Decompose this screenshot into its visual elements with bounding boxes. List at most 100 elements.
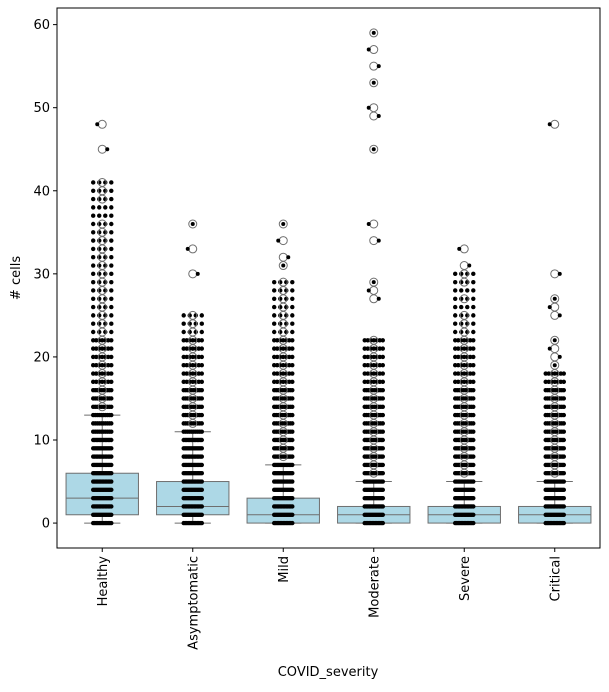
strip-point [380,495,385,501]
y-axis: 0 10 20 30 40 50 60 [33,18,57,532]
strip-point [557,354,562,359]
strip-point [561,454,566,459]
strip-point [94,354,99,360]
strip-point [272,321,277,326]
strip-point [272,363,277,368]
x-axis: Healthy Asymptomatic Mild Moderate Severe Cri… [96,548,563,650]
strip-point [462,371,467,376]
strip-point [453,304,458,310]
strip-point [465,271,470,277]
strip-point [552,363,557,368]
strip-point [471,404,476,409]
strip-point [109,429,114,434]
strip-point [290,479,295,484]
strip-point [103,271,108,277]
strip-point [109,504,114,509]
strip-point [103,329,108,335]
strip-point [97,304,102,310]
strip-point [272,313,277,318]
strip-point [97,321,102,326]
strip-point [199,504,204,509]
strip-point [453,354,458,360]
strip-point [380,520,385,526]
strip-point [561,404,566,409]
strip-point [471,446,476,451]
strip-point [561,429,566,434]
strip-point [377,346,382,351]
strip-point [366,222,371,226]
strip-point [468,338,473,343]
strip-point [193,313,198,318]
strip-point [561,421,566,426]
strip-point [290,462,295,468]
strip-point [97,230,102,235]
strip-point [91,221,96,227]
strip-point [103,279,108,285]
strip-point [453,296,458,301]
strip-point [199,429,204,434]
strip-point [278,313,283,318]
strip-point [561,446,566,451]
strip-point [377,338,382,343]
strip-point [290,346,295,351]
strip-point [103,288,108,293]
strip-point [109,479,114,484]
strip-point [97,263,102,268]
strip-point [459,321,464,326]
strip-point [380,412,385,418]
strip-point [94,363,99,368]
strip-point [103,230,108,235]
strip-point [97,246,102,252]
strip-point [471,512,476,517]
strip-point [97,213,102,218]
strip-point [459,313,464,318]
strip-point [95,122,100,127]
strip-point [371,280,376,285]
strip-point [290,396,295,401]
strip-point [196,363,201,368]
strip-point [453,363,458,368]
strip-point [371,147,376,152]
strip-point [287,371,292,376]
strip-point [290,412,295,418]
outlier-point [278,219,288,229]
strip-point [471,363,476,368]
strip-point [462,379,467,385]
strip-point [97,255,102,260]
plot-frame [56,7,601,549]
strip-point [185,246,190,251]
strip-point [561,387,566,393]
x-tick-label: Critical [548,556,563,601]
strip-point [284,313,289,318]
strip-point [561,412,566,418]
strip-point [91,371,96,376]
strip-point [109,454,114,459]
strip-point [468,346,473,351]
strip-point [199,412,204,418]
strip-point [290,471,295,476]
strip-point [543,379,548,385]
strip-point [465,313,470,318]
strip-point [109,437,114,443]
strip-point [471,429,476,434]
strip-point [561,437,566,443]
strip-point [94,379,99,385]
strip-point [371,363,376,368]
strip-point [199,404,204,409]
strip-point [290,387,295,393]
strip-point [109,304,114,310]
strip-point [543,371,548,376]
strip-point [190,371,195,376]
strip-point [290,296,295,301]
strip-point [103,255,108,260]
strip-point [290,338,295,343]
strip-point [290,512,295,517]
strip-point [558,379,563,385]
strip-point [103,238,108,243]
strip-point [471,495,476,501]
strip-point [91,329,96,335]
strip-point [284,296,289,301]
strip-point [109,379,114,385]
strip-point [365,338,370,343]
strip-point [109,421,114,426]
